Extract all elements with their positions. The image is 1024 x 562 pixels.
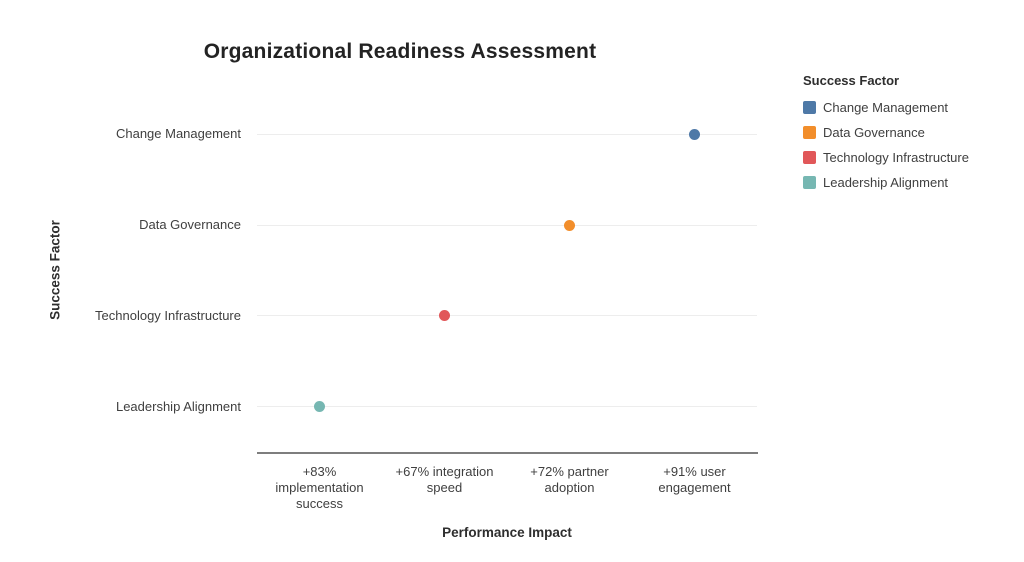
data-point-leadership-alignment[interactable] [314, 401, 325, 413]
y-axis-tick-label: Technology Infrastructure [95, 307, 241, 323]
legend-swatch-icon [803, 176, 816, 189]
x-axis-tick-line: engagement [658, 480, 731, 495]
legend-item-leadership-alignment[interactable]: Leadership Alignment [803, 170, 1018, 195]
y-axis-tick-label: Change Management [115, 126, 241, 142]
legend-item-label: Technology Infrastructure [823, 150, 969, 165]
x-axis-tick-label: +72% partner adoption [507, 464, 632, 496]
legend-swatch-icon [803, 101, 816, 114]
legend-item-technology-infrastructure[interactable]: Technology Infrastructure [803, 145, 1018, 170]
gridline [257, 315, 757, 317]
y-axis-title: Success Factor [47, 220, 63, 320]
legend-items: Change Management Data Governance Technolo… [803, 95, 1018, 195]
legend-item-label: Leadership Alignment [823, 175, 949, 190]
x-axis-tick-line: implementation [275, 480, 364, 495]
x-axis-tick-label: +67% integration speed [382, 464, 507, 496]
legend: Success Factor Change Management Data Gov… [803, 73, 1018, 195]
plot-area [257, 89, 757, 452]
legend-item-label: Data Governance [823, 125, 925, 140]
x-axis-tick-label: +83% implementation success [257, 464, 382, 512]
x-axis-title: Performance Impact [442, 525, 572, 540]
x-axis-tick-line: +83% [302, 464, 337, 479]
data-point-change-management[interactable] [689, 128, 700, 140]
x-axis-tick-line: +72% partner [530, 464, 609, 479]
x-axis-line [257, 452, 758, 454]
gridline [257, 406, 757, 408]
x-axis-tick-label: +91% user engagement [632, 464, 757, 496]
legend-item-change-management[interactable]: Change Management [803, 95, 1018, 120]
y-axis-tick-label: Leadership Alignment [115, 398, 241, 414]
gridline [257, 133, 757, 135]
legend-swatch-icon [803, 151, 816, 164]
legend-title: Success Factor [803, 73, 900, 88]
data-point-data-governance[interactable] [564, 219, 575, 231]
x-axis-tick-line: speed [426, 480, 463, 495]
y-axis-tick-label: Data Governance [139, 217, 241, 233]
x-axis-tick-line: +67% integration [395, 464, 494, 479]
chart-title: Organizational Readiness Assessment [203, 40, 597, 63]
gridline [257, 224, 757, 226]
x-axis-tick-line: success [296, 496, 343, 511]
data-point-technology-infrastructure[interactable] [439, 310, 450, 322]
legend-item-data-governance[interactable]: Data Governance [803, 120, 1018, 145]
x-axis-tick-line: +91% user [663, 464, 726, 479]
legend-item-label: Change Management [823, 100, 949, 115]
legend-swatch-icon [803, 126, 816, 139]
x-axis-tick-line: adoption [544, 480, 595, 495]
